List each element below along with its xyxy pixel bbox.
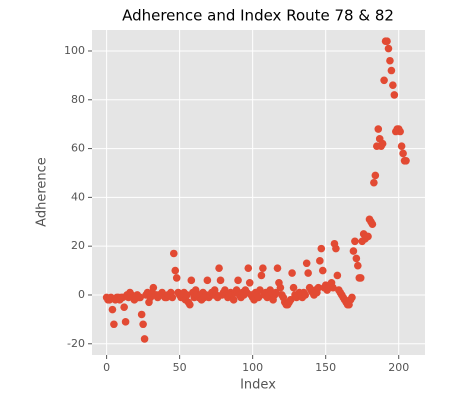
point <box>386 56 394 65</box>
point <box>304 269 312 277</box>
point <box>314 283 323 292</box>
x-tick-label: 200 <box>388 361 409 374</box>
point <box>254 293 263 302</box>
x-tick-label: 150 <box>315 361 336 374</box>
point <box>370 178 378 187</box>
point <box>289 283 298 292</box>
point <box>383 37 391 46</box>
plot-background <box>92 30 425 355</box>
point <box>384 44 393 53</box>
point <box>387 66 396 75</box>
point <box>317 244 326 253</box>
point <box>380 76 388 85</box>
x-tick-label: 0 <box>103 361 110 374</box>
x-tick-label: 100 <box>242 361 263 374</box>
point <box>259 264 267 272</box>
y-tick-label: 80 <box>71 93 85 106</box>
y-tick-label: 0 <box>78 288 85 301</box>
point <box>186 300 194 309</box>
point <box>257 271 266 280</box>
point <box>183 291 191 299</box>
point <box>302 259 311 268</box>
point <box>396 127 404 136</box>
chart-title: Adherence and Index Route 78 & 82 <box>122 7 394 25</box>
y-axis-label: Adherence <box>35 157 50 227</box>
point <box>329 283 337 292</box>
point <box>397 142 406 150</box>
point <box>351 237 359 246</box>
point <box>140 335 149 343</box>
point <box>352 254 361 263</box>
point <box>389 81 397 89</box>
point <box>168 293 177 302</box>
point <box>273 264 282 272</box>
point <box>349 247 358 255</box>
y-tick-label: 60 <box>71 142 85 155</box>
point <box>402 156 410 165</box>
y-tick-label: 40 <box>71 190 85 203</box>
point <box>108 305 117 314</box>
point <box>171 266 180 275</box>
point <box>316 257 324 265</box>
point <box>368 220 377 229</box>
point <box>110 320 118 329</box>
point <box>120 303 128 311</box>
point <box>399 149 407 158</box>
point <box>244 264 253 272</box>
point <box>169 249 178 258</box>
point <box>333 271 342 280</box>
point <box>256 286 264 294</box>
point <box>203 276 212 285</box>
point <box>288 269 296 277</box>
y-tick-label: -20 <box>67 337 85 350</box>
point <box>356 274 365 282</box>
y-tick-label: 20 <box>71 239 85 252</box>
point <box>216 276 225 285</box>
point <box>332 244 340 253</box>
point <box>139 320 147 329</box>
point <box>371 171 380 180</box>
x-axis-label: Index <box>240 378 276 393</box>
point <box>137 310 146 319</box>
point <box>364 232 372 241</box>
point <box>245 278 254 287</box>
point <box>378 139 387 148</box>
point <box>390 91 399 99</box>
point <box>172 274 181 282</box>
point <box>301 291 310 299</box>
point <box>318 266 327 275</box>
point <box>234 276 242 285</box>
point <box>149 283 158 292</box>
x-tick-label: 50 <box>173 361 187 374</box>
point <box>136 293 144 302</box>
point <box>229 296 238 304</box>
point <box>286 296 295 304</box>
point <box>272 288 280 297</box>
point <box>348 293 356 302</box>
point <box>187 276 196 285</box>
point <box>215 264 223 272</box>
y-tick-label: 100 <box>64 44 85 57</box>
point <box>374 125 383 133</box>
point <box>354 261 362 270</box>
point <box>121 318 130 326</box>
point <box>276 283 285 292</box>
